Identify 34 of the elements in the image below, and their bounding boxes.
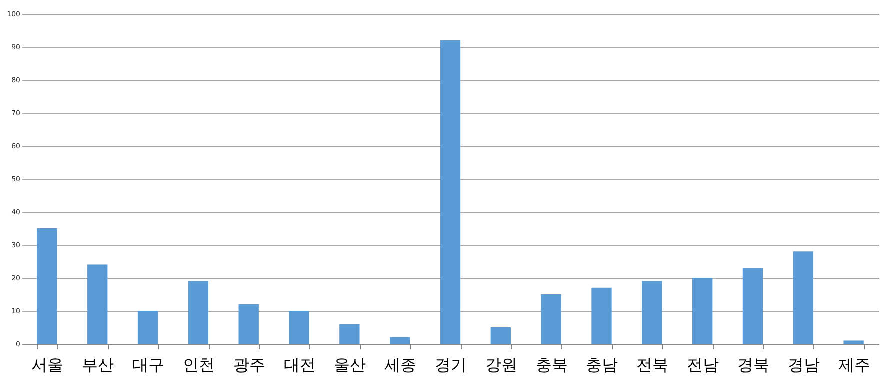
x-tick-label: 경남: [788, 356, 820, 374]
x-tick-label: 경기: [435, 356, 467, 374]
x-tick-label: 광주: [233, 356, 266, 374]
x-tick-label: 제주: [838, 356, 870, 374]
bar: [88, 264, 108, 344]
x-tick-label: 대전: [284, 356, 316, 374]
x-tick-label: 전북: [636, 356, 669, 374]
x-tick-label: 경북: [737, 356, 770, 374]
x-tick-label: 강원: [485, 356, 518, 374]
bar: [37, 228, 58, 344]
bar: [793, 252, 814, 344]
bar: [138, 311, 158, 344]
bar: [541, 294, 562, 344]
bar: [742, 268, 764, 344]
bar: [340, 324, 360, 344]
x-tick-label: 부산: [82, 356, 114, 374]
bar: [289, 311, 310, 344]
bar: [692, 278, 713, 344]
bar: [238, 304, 259, 344]
x-tick-label: 전남: [687, 356, 720, 374]
bar: [642, 281, 662, 344]
bar: [490, 328, 511, 344]
bar: [844, 340, 864, 344]
x-tick-label: 충남: [586, 356, 618, 374]
bar: [440, 40, 461, 344]
bar: [592, 288, 612, 344]
x-tick-label: 대구: [132, 356, 165, 374]
x-tick-label: 인천: [182, 356, 215, 374]
x-tick-label: 세종: [384, 356, 417, 374]
x-tick-label: 서울: [32, 356, 64, 374]
x-tick-label: 울산: [334, 356, 366, 374]
bar: [390, 337, 410, 344]
bar: [188, 281, 209, 344]
x-tick-label: 충북: [536, 356, 568, 374]
